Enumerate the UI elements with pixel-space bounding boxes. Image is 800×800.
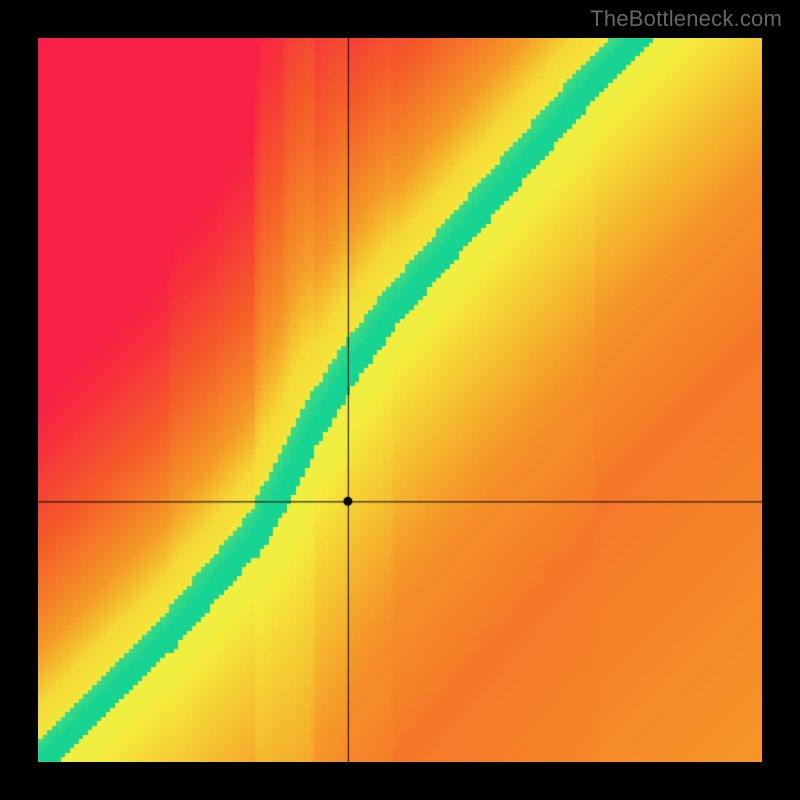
watermark-text: TheBottleneck.com — [590, 6, 782, 32]
bottleneck-heatmap — [38, 38, 762, 762]
chart-container: TheBottleneck.com — [0, 0, 800, 800]
